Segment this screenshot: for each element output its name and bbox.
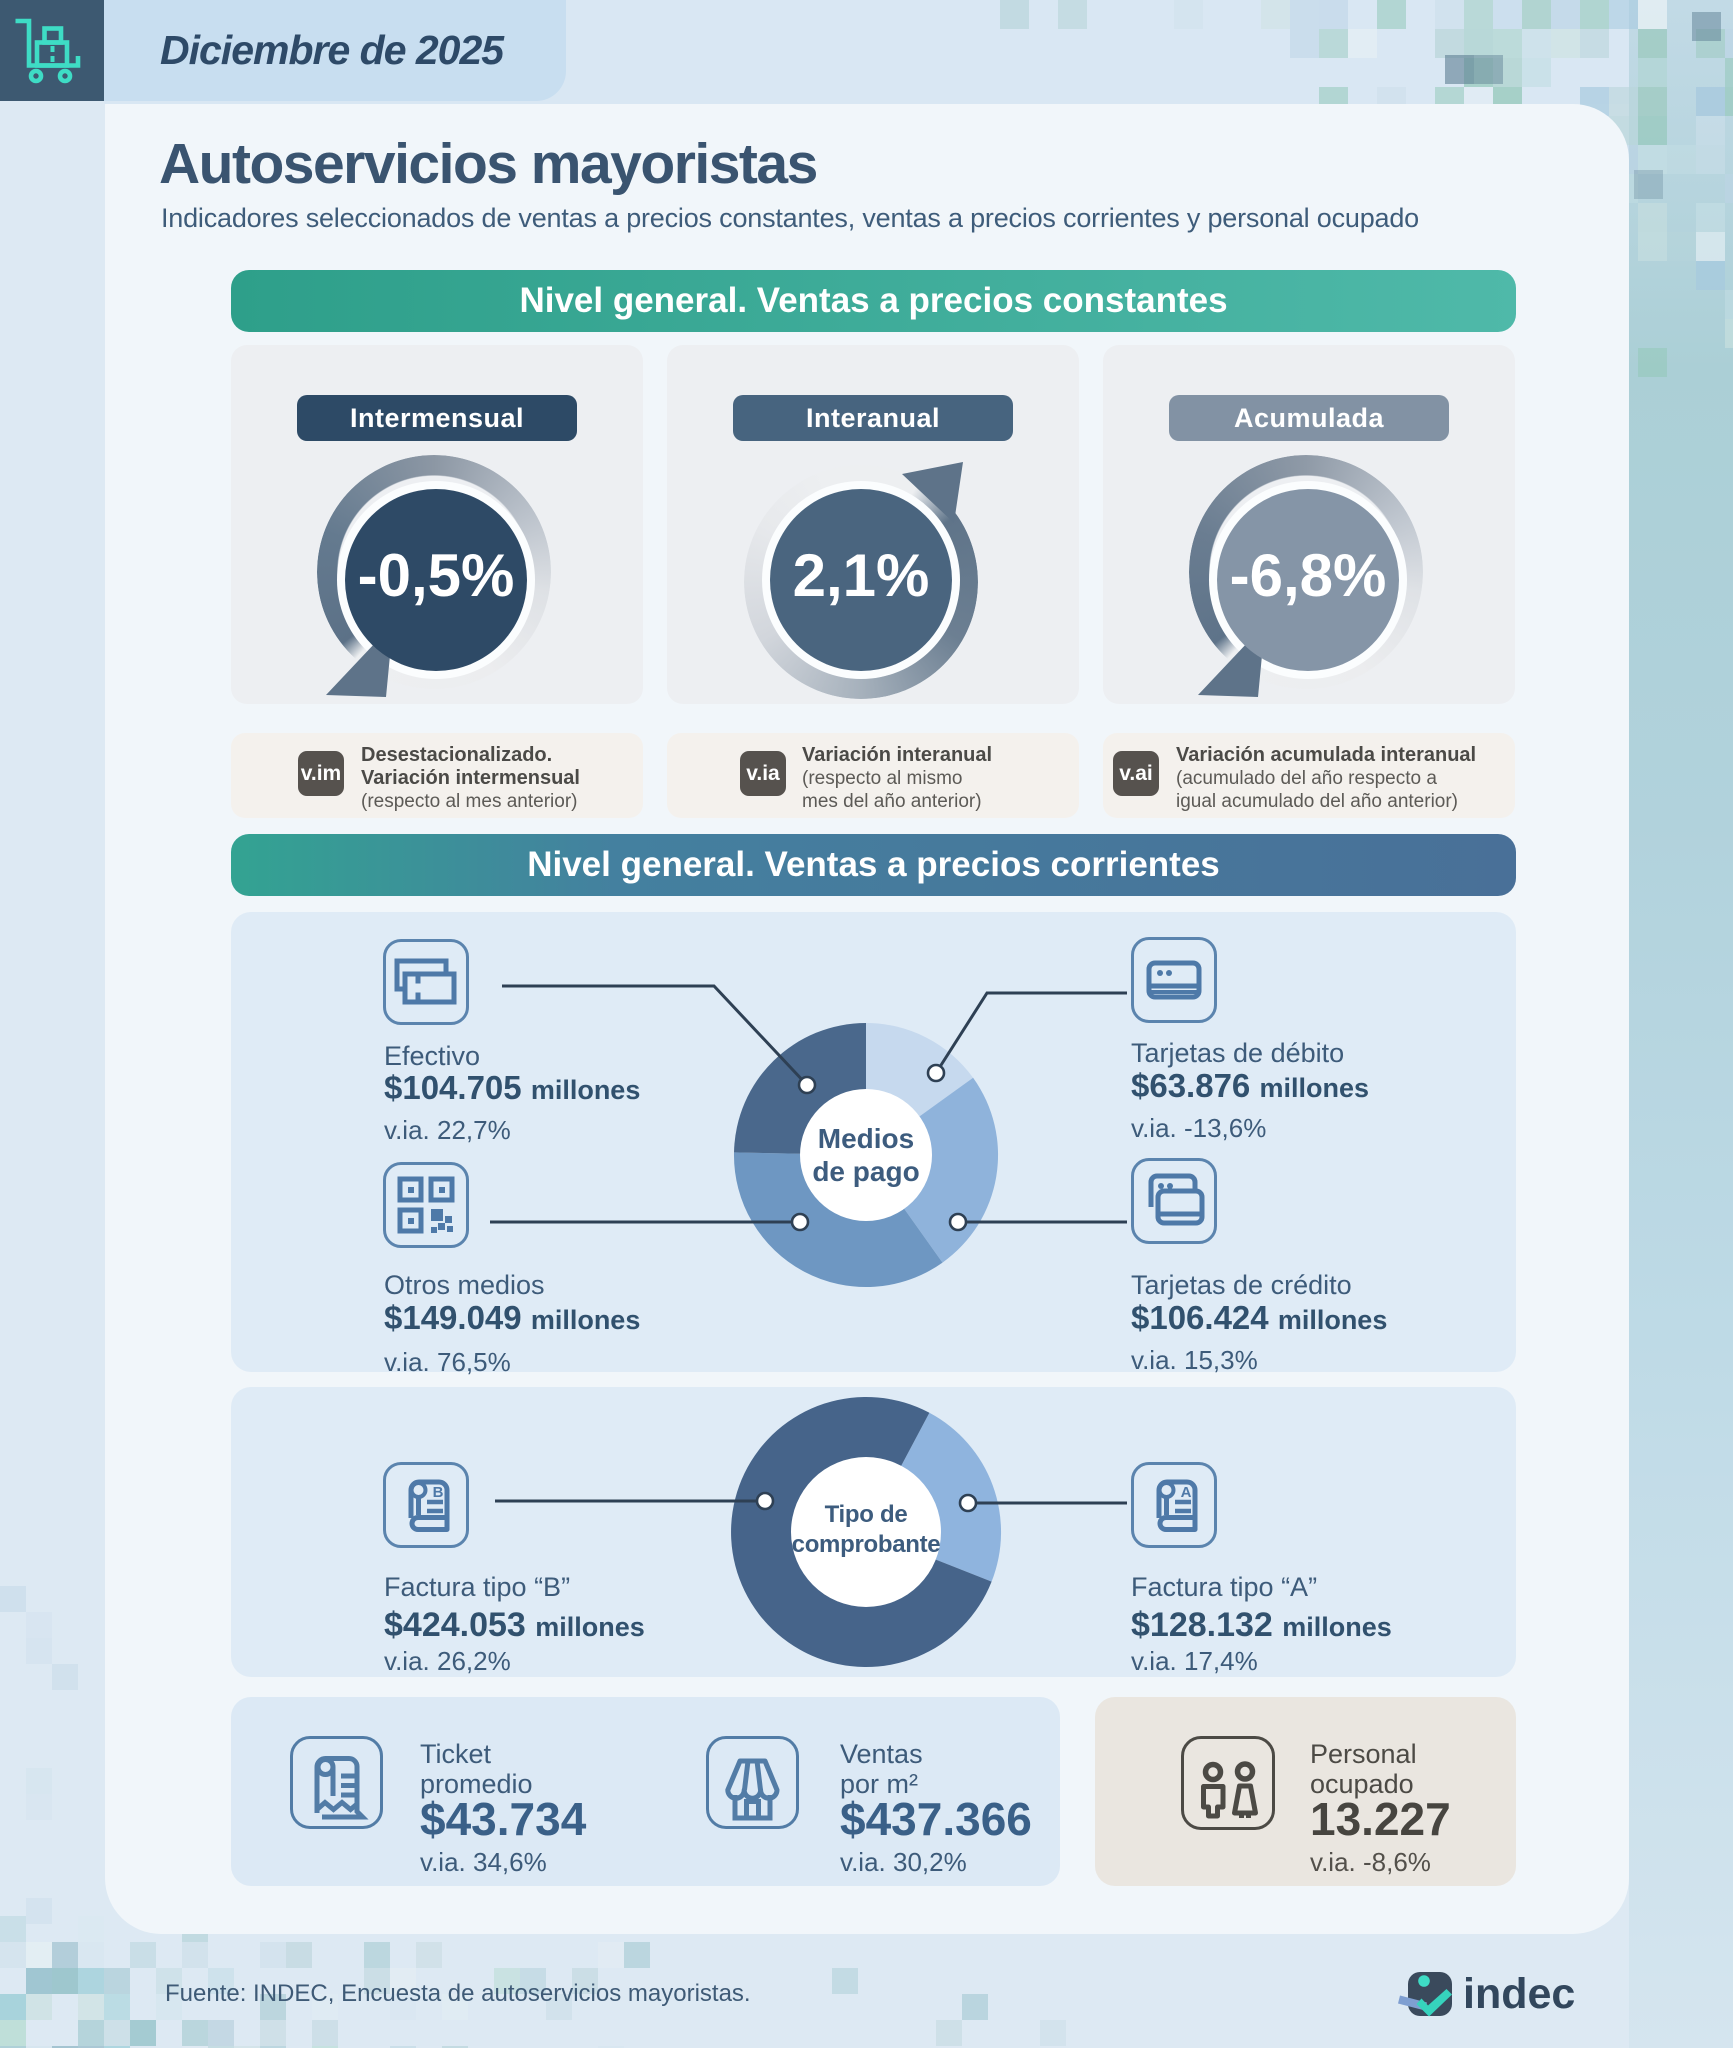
svg-text:A: A: [1181, 1484, 1192, 1501]
svg-text:B: B: [433, 1484, 444, 1501]
